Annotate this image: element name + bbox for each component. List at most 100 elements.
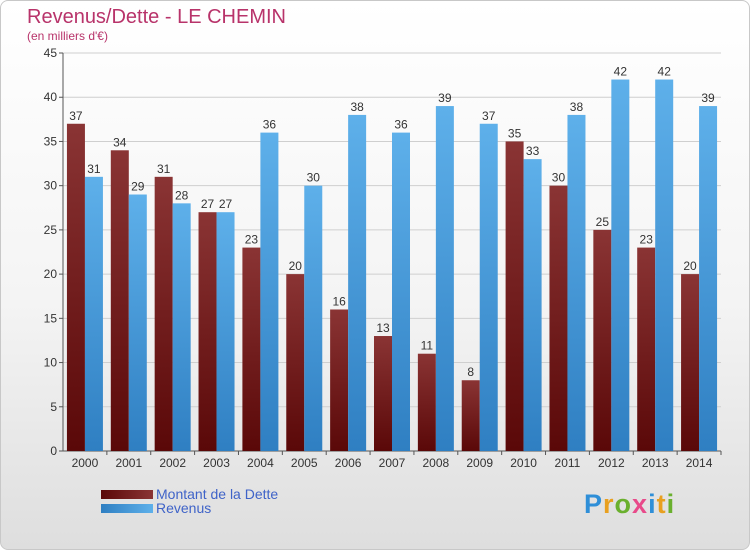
data-label-dette: 35 [508,126,522,140]
y-tick-label: 30 [44,179,58,193]
bar-revenus [523,159,542,451]
data-label-dette: 13 [376,321,390,335]
bar-revenus [348,114,367,452]
data-label-dette: 25 [596,215,610,229]
logo-letter: r [603,489,615,519]
bar-dette [374,336,392,451]
bar-dette [242,247,261,451]
x-tick-label: 2012 [598,456,625,470]
bar-revenus [611,79,630,452]
bar-revenus [216,212,235,451]
bar-dette [198,212,217,451]
data-label-revenus: 38 [350,100,364,114]
x-tick-label: 2013 [642,456,669,470]
x-tick-label: 2006 [335,456,362,470]
legend-label-dette: Montant de la Dette [156,486,279,502]
data-label-dette: 23 [245,233,259,247]
data-label-dette: 30 [552,171,566,185]
y-tick-label: 25 [44,223,58,237]
y-tick-label: 20 [44,267,58,281]
bar-revenus [84,176,103,452]
data-label-revenus: 29 [131,180,145,194]
bar-revenus [304,185,323,451]
data-label-revenus: 33 [526,144,540,158]
x-tick-label: 2008 [423,456,450,470]
x-tick-label: 2000 [72,456,99,470]
bar-dette [637,247,656,451]
bar-dette [681,274,700,451]
data-label-revenus: 36 [263,118,277,132]
bar-dette [154,176,173,452]
bar-revenus [567,114,586,452]
x-tick-label: 2004 [247,456,274,470]
logo-letter: i [648,489,657,519]
data-label-dette: 8 [467,365,474,379]
legend-swatch-dette [101,489,153,499]
logo-letter: i [666,489,676,519]
bar-dette [66,123,85,451]
legend: Montant de la Dette Revenus [101,486,279,516]
x-tick-label: 2010 [510,456,537,470]
data-label-dette: 23 [640,233,654,247]
data-label-revenus: 42 [614,65,628,79]
x-tick-label: 2003 [203,456,230,470]
bar-dette [505,141,524,451]
data-label-revenus: 39 [701,91,715,105]
data-label-dette: 37 [69,109,83,123]
bar-revenus [260,132,279,451]
bar-revenus [435,106,454,452]
data-label-revenus: 28 [175,188,189,202]
data-label-dette: 31 [157,162,171,176]
data-label-revenus: 36 [394,118,408,132]
data-label-revenus: 27 [219,197,233,211]
bar-dette [286,274,305,451]
x-tick-label: 2005 [291,456,318,470]
bar-revenus [128,194,147,451]
logo-letter: t [656,489,667,519]
bar-revenus [479,123,498,451]
legend-item-revenus: Revenus [101,500,278,516]
data-label-revenus: 42 [658,65,672,79]
data-label-revenus: 39 [438,91,452,105]
x-tick-label: 2011 [555,456,581,470]
bar-dette [417,353,436,451]
bar-dette [110,150,129,452]
data-label-dette: 20 [683,259,697,273]
y-tick-label: 15 [44,311,58,325]
data-label-dette: 20 [289,259,303,273]
bar-dette [549,185,568,451]
data-label-revenus: 30 [307,171,321,185]
legend-label-revenus: Revenus [156,500,212,516]
bar-dette [593,229,612,451]
bar-revenus [655,79,674,452]
data-label-dette: 16 [332,294,346,308]
data-label-revenus: 31 [87,162,101,176]
bar-dette [461,380,480,451]
y-tick-label: 35 [44,134,58,148]
logo-letter: o [614,489,633,519]
x-tick-label: 2002 [159,456,186,470]
y-tick-label: 0 [50,444,57,458]
x-tick-label: 2001 [115,456,142,470]
y-tick-label: 45 [44,46,58,60]
bar-revenus [172,203,191,451]
logo-letter: x [632,489,649,519]
legend-item-dette: Montant de la Dette [101,486,279,502]
y-tick-label: 5 [50,400,57,414]
bar-revenus [392,132,410,451]
bar-revenus [699,106,718,452]
data-label-dette: 34 [113,135,127,149]
data-label-dette: 11 [421,339,434,353]
y-tick-label: 10 [44,356,58,370]
logo-letter: P [584,489,604,519]
x-tick-label: 2014 [686,456,713,470]
x-tick-label: 2009 [466,456,493,470]
legend-swatch-revenus [101,503,153,513]
y-tick-label: 40 [44,90,58,104]
chart-subtitle: (en milliers d'€) [27,29,108,43]
proxiti-logo: Proxiti [584,489,675,520]
x-tick-label: 2007 [379,456,406,470]
data-label-revenus: 38 [570,100,584,114]
